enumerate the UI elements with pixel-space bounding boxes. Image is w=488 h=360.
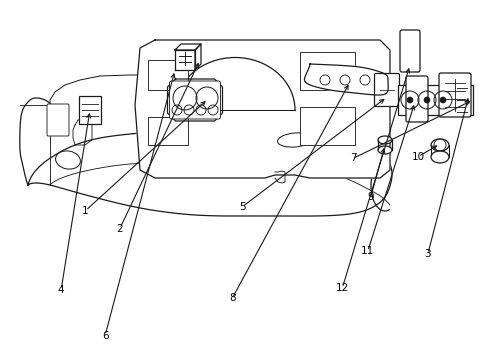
Text: 6: 6: [102, 330, 108, 341]
Circle shape: [423, 97, 429, 103]
Text: 3: 3: [424, 249, 430, 259]
Text: 1: 1: [82, 206, 89, 216]
Ellipse shape: [377, 146, 391, 154]
Polygon shape: [204, 90, 215, 105]
Polygon shape: [28, 132, 391, 216]
Text: 11: 11: [360, 246, 374, 256]
FancyBboxPatch shape: [438, 73, 470, 117]
Polygon shape: [175, 50, 195, 70]
Text: 12: 12: [335, 283, 348, 293]
FancyBboxPatch shape: [405, 76, 427, 122]
Text: 2: 2: [116, 224, 123, 234]
Polygon shape: [304, 64, 387, 95]
FancyBboxPatch shape: [169, 81, 220, 119]
FancyBboxPatch shape: [374, 73, 399, 107]
Ellipse shape: [377, 136, 391, 144]
Ellipse shape: [430, 139, 448, 151]
Bar: [397, 85, 471, 115]
Circle shape: [439, 97, 445, 103]
Bar: [148, 60, 187, 90]
Polygon shape: [167, 79, 222, 121]
Bar: [299, 107, 354, 145]
Ellipse shape: [277, 133, 312, 147]
FancyBboxPatch shape: [47, 104, 69, 136]
Text: 4: 4: [58, 285, 64, 295]
Bar: [148, 117, 187, 145]
Polygon shape: [135, 40, 389, 178]
FancyBboxPatch shape: [399, 30, 419, 72]
Text: 7: 7: [349, 153, 356, 163]
Ellipse shape: [430, 151, 448, 163]
Text: 5: 5: [238, 202, 245, 212]
Bar: [299, 52, 354, 90]
Ellipse shape: [56, 151, 80, 169]
Circle shape: [406, 97, 412, 103]
Polygon shape: [175, 44, 201, 50]
Text: 8: 8: [228, 293, 235, 303]
Polygon shape: [195, 44, 201, 70]
Text: 9: 9: [366, 192, 373, 202]
Bar: [79, 96, 101, 124]
Text: 10: 10: [411, 152, 424, 162]
